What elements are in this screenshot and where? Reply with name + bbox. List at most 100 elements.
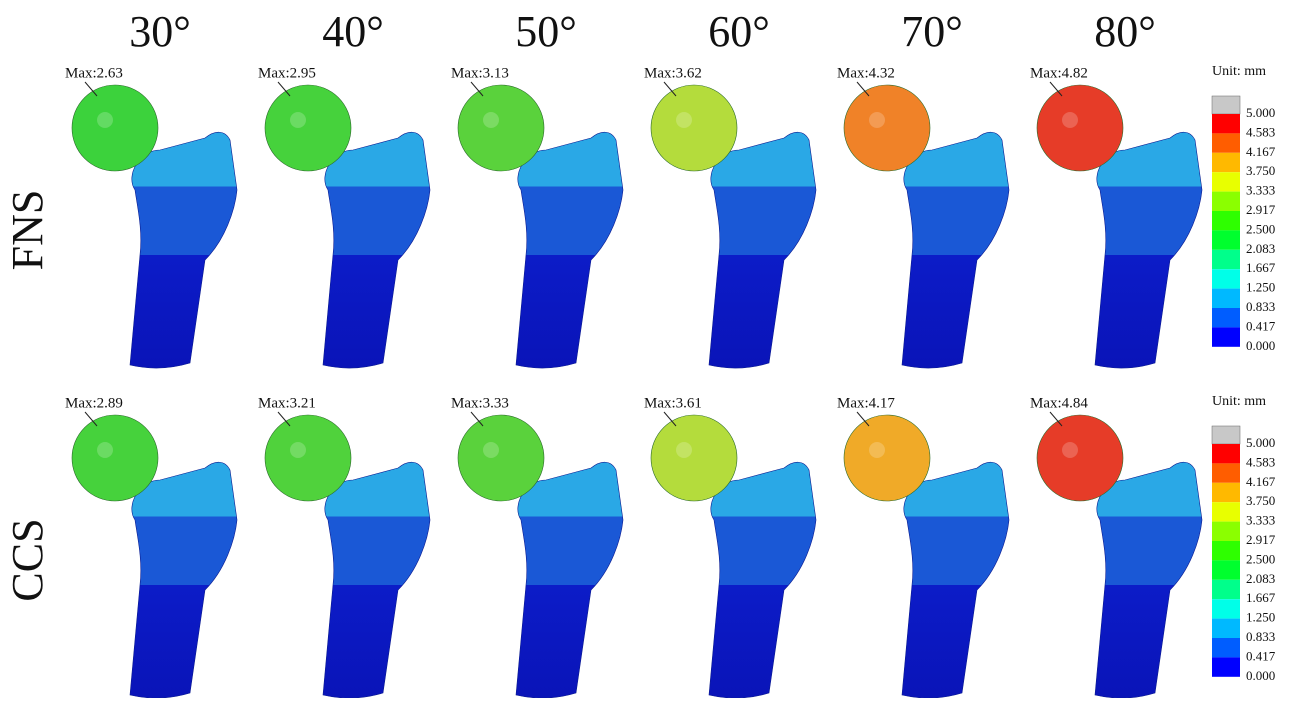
femur-body [902, 462, 1009, 698]
max-label: Max:4.17 [837, 395, 895, 411]
max-label: Max:3.62 [644, 65, 702, 81]
femur-model: Max:3.33 [451, 395, 623, 698]
legend-swatch [1212, 560, 1240, 579]
legend-swatch [1212, 172, 1240, 191]
max-label: Max:2.95 [258, 65, 316, 81]
max-label: Max:4.32 [837, 65, 895, 81]
max-label: Max:3.33 [451, 395, 509, 411]
head-highlight [676, 112, 692, 128]
legend-swatch [1212, 289, 1240, 308]
femoral-head [651, 85, 737, 171]
head-highlight [869, 112, 885, 128]
max-label: Max:3.13 [451, 65, 509, 81]
femur-model: Max:4.84 [1030, 395, 1202, 698]
legend-swatch [1212, 502, 1240, 521]
femoral-head [265, 85, 351, 171]
legend-label: 0.833 [1246, 299, 1275, 314]
head-highlight [1062, 442, 1078, 458]
legend-swatch [1212, 444, 1240, 463]
legend-unit: Unit: mm [1212, 64, 1266, 79]
legend-label: 2.500 [1246, 221, 1275, 236]
legend-label: 4.583 [1246, 454, 1275, 469]
legend-label: 3.333 [1246, 513, 1275, 528]
legend-label: 2.083 [1246, 241, 1275, 256]
legend-swatch [1212, 657, 1240, 676]
legend-label: 1.250 [1246, 610, 1275, 625]
femoral-head [844, 415, 930, 501]
legend-swatch [1212, 192, 1240, 211]
legend-swatch [1212, 522, 1240, 541]
femur-body [709, 132, 816, 368]
legend-label: 4.167 [1246, 144, 1276, 159]
femur-body [130, 132, 237, 368]
femur-model: Max:2.89 [65, 395, 237, 698]
femur-body [709, 462, 816, 698]
legend-swatch [1212, 250, 1240, 269]
legend-label: 2.083 [1246, 571, 1275, 586]
legend-label: 1.667 [1246, 260, 1276, 275]
legend-cap [1212, 96, 1240, 114]
legend-label: 3.750 [1246, 163, 1275, 178]
femoral-head [1037, 415, 1123, 501]
max-label: Max:2.63 [65, 65, 123, 81]
legend-swatch [1212, 230, 1240, 249]
legend-label: 0.833 [1246, 629, 1275, 644]
legend-label: 2.917 [1246, 532, 1276, 547]
legend-swatch [1212, 541, 1240, 560]
column-header: 30° [129, 7, 191, 56]
legend-swatch [1212, 580, 1240, 599]
legend-label: 3.333 [1246, 183, 1275, 198]
femur-body [1095, 132, 1202, 368]
figure: 30°40°50°60°70°80°FNSMax:2.63Max:2.95Max… [0, 0, 1303, 698]
femur-body [130, 462, 237, 698]
legend-swatch [1212, 133, 1240, 152]
head-highlight [483, 112, 499, 128]
head-highlight [1062, 112, 1078, 128]
femoral-head [265, 415, 351, 501]
legend-swatch [1212, 638, 1240, 657]
legend-label: 0.000 [1246, 668, 1275, 683]
legend-swatch [1212, 327, 1240, 346]
legend-label: 2.917 [1246, 202, 1276, 217]
head-highlight [869, 442, 885, 458]
head-highlight [290, 442, 306, 458]
legend-swatch [1212, 483, 1240, 502]
column-header: 80° [1094, 7, 1156, 56]
legend-cap [1212, 426, 1240, 444]
femoral-head [458, 85, 544, 171]
legend-label: 4.167 [1246, 474, 1276, 489]
legend-swatch [1212, 211, 1240, 230]
max-label: Max:3.21 [258, 395, 316, 411]
max-label: Max:3.61 [644, 395, 702, 411]
legend-label: 0.000 [1246, 338, 1275, 353]
legend-swatch [1212, 114, 1240, 133]
femur-model: Max:4.17 [837, 395, 1009, 698]
legend-unit: Unit: mm [1212, 394, 1266, 409]
legend-label: 1.250 [1246, 280, 1275, 295]
column-header: 60° [708, 7, 770, 56]
legend-label: 4.583 [1246, 124, 1275, 139]
femur-body [516, 132, 623, 368]
legend-label: 0.417 [1246, 648, 1276, 663]
femur-body [1095, 462, 1202, 698]
legend-label: 3.750 [1246, 493, 1275, 508]
max-label: Max:4.84 [1030, 395, 1088, 411]
head-highlight [483, 442, 499, 458]
max-label: Max:4.82 [1030, 65, 1088, 81]
femur-model: Max:3.61 [644, 395, 816, 698]
femur-body [323, 132, 430, 368]
row-label: CCS [3, 518, 52, 601]
legend-swatch [1212, 619, 1240, 638]
row-label: FNS [3, 190, 52, 271]
femur-model: Max:4.32 [837, 65, 1009, 368]
legend-swatch [1212, 599, 1240, 618]
femur-model: Max:3.21 [258, 395, 430, 698]
femur-body [516, 462, 623, 698]
legend-label: 0.417 [1246, 318, 1276, 333]
femoral-head [458, 415, 544, 501]
femur-model: Max:4.82 [1030, 65, 1202, 368]
legend-label: 5.000 [1246, 435, 1275, 450]
legend-label: 5.000 [1246, 105, 1275, 120]
column-header: 40° [322, 7, 384, 56]
column-header: 50° [515, 7, 577, 56]
